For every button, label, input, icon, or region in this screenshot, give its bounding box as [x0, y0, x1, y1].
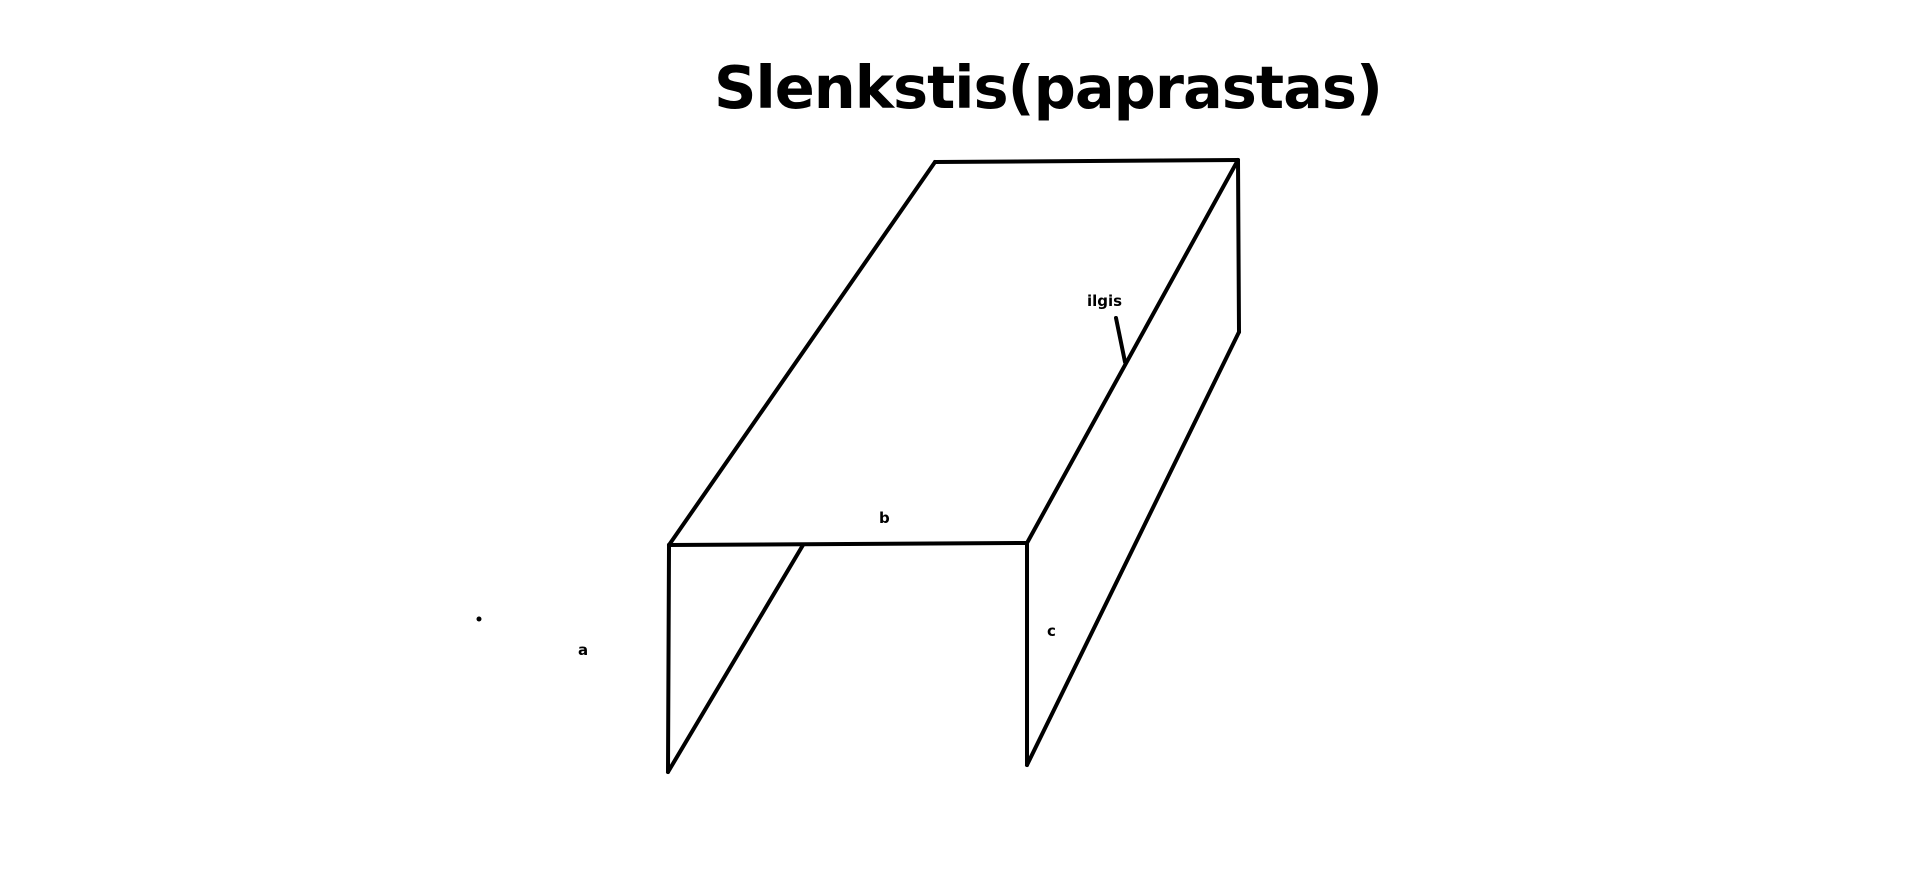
dimension-b-label: b — [879, 509, 890, 527]
dimension-a-label: a — [578, 641, 589, 659]
front-left-vertical — [666, 543, 671, 774]
left-flange-inner-edge — [666, 543, 805, 774]
right-side-bottom-edge — [1025, 330, 1241, 767]
top-back-edge — [933, 158, 1240, 164]
top-left-edge — [667, 160, 937, 547]
top-right-edge — [1025, 158, 1240, 545]
length-leader-line — [1114, 316, 1127, 364]
stray-dot — [476, 616, 482, 622]
length-label: ilgis — [1087, 292, 1123, 310]
top-front-edge — [667, 541, 1029, 547]
right-back-vertical — [1236, 158, 1241, 334]
dimension-c-label: c — [1047, 622, 1056, 640]
diagram-title: Slenkstis(paprastas) — [713, 53, 1383, 122]
